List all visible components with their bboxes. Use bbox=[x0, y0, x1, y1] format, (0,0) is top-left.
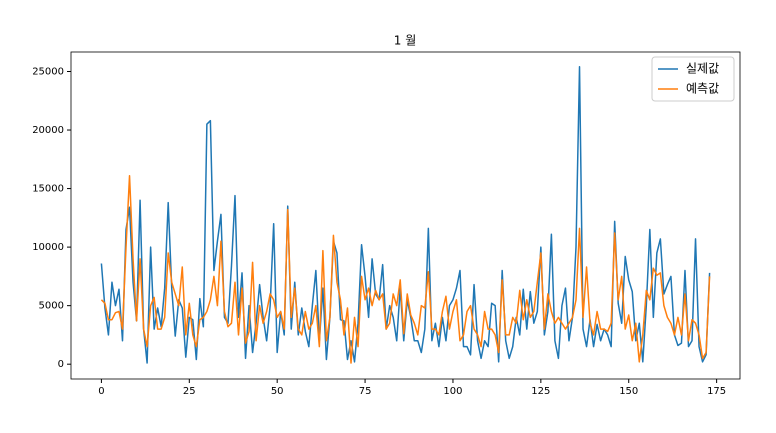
y-tick-label: 20000 bbox=[32, 125, 64, 136]
y-tick-label: 0 bbox=[58, 359, 64, 370]
legend-label: 예측값 bbox=[686, 82, 719, 96]
x-tick-label: 175 bbox=[707, 386, 726, 397]
y-tick-label: 10000 bbox=[32, 242, 64, 253]
y-tick-label: 5000 bbox=[39, 301, 64, 312]
line-series bbox=[100, 174, 711, 364]
x-tick-label: 25 bbox=[183, 386, 196, 397]
x-tick-label: 125 bbox=[531, 386, 550, 397]
x-tick-label: 100 bbox=[443, 386, 462, 397]
y-tick-label: 25000 bbox=[32, 66, 64, 77]
x-tick-label: 50 bbox=[271, 386, 284, 397]
x-tick-label: 75 bbox=[359, 386, 372, 397]
x-tick-label: 0 bbox=[98, 386, 104, 397]
legend-box bbox=[651, 56, 735, 102]
chart-title: 1 월 bbox=[394, 34, 417, 48]
legend-label: 실제값 bbox=[686, 62, 719, 76]
x-tick-label: 150 bbox=[619, 386, 638, 397]
y-tick-label: 15000 bbox=[32, 184, 64, 195]
plot-frame bbox=[70, 51, 741, 380]
